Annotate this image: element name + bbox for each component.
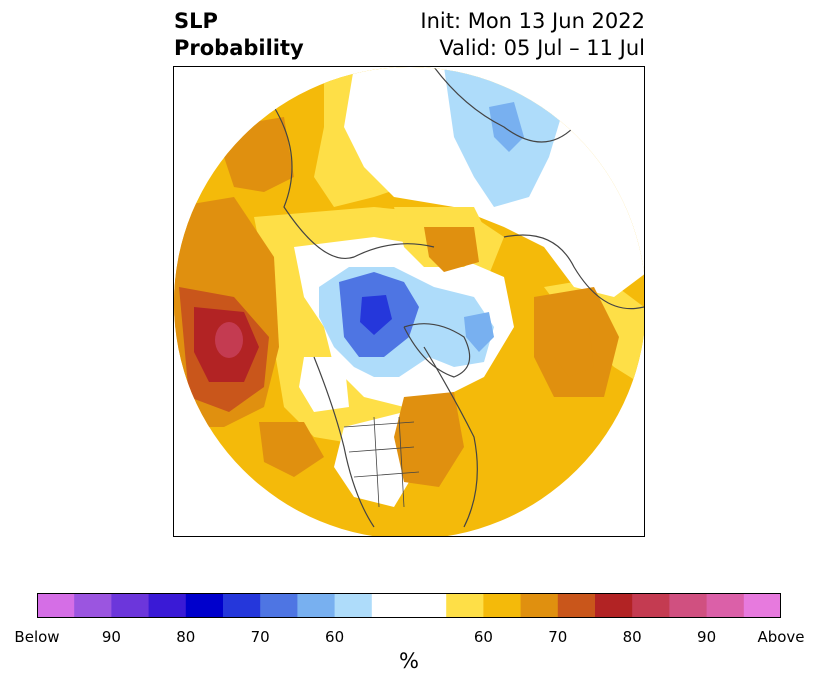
colorbar-swatch — [185, 593, 224, 618]
colorbar-swatch — [111, 593, 150, 618]
colorbar-swatch — [632, 593, 670, 618]
colorbar-swatch — [595, 593, 633, 618]
colorbar-swatch — [74, 593, 112, 618]
colorbar-tick-label: 60 — [325, 628, 345, 646]
coastline-north — [273, 106, 435, 259]
coastline-europe — [503, 234, 644, 310]
coastline-west-america — [313, 356, 375, 528]
above-field-us-east — [394, 392, 464, 487]
chart-title-right: Init: Mon 13 Jun 2022 Valid: 05 Jul – 11… — [420, 8, 645, 62]
above-field-atlantic-core — [554, 327, 594, 377]
colorbar-swatch — [297, 593, 336, 618]
below-field-arctic-core — [360, 295, 392, 335]
below-field-siberia-core — [489, 102, 524, 152]
anomaly-field-orange-europe — [424, 227, 479, 272]
init-date: Init: Mon 13 Jun 2022 — [420, 9, 645, 33]
colorbar-swatch — [409, 593, 447, 618]
colorbar-swatch — [446, 593, 484, 618]
title-type: Probability — [174, 36, 304, 60]
colorbar-tick-label: 70 — [548, 628, 568, 646]
above-field-pacific-core — [215, 322, 243, 358]
colorbar-swatch — [148, 593, 187, 618]
coastline-greenland — [403, 323, 471, 378]
colorbar-swatch — [260, 593, 298, 618]
colorbar-tick-label: 90 — [697, 628, 717, 646]
colorbar-tick-label: 70 — [250, 628, 270, 646]
state-borders — [343, 416, 420, 508]
colorbar-tick-label: Below — [14, 628, 60, 646]
colorbar — [37, 593, 782, 618]
valid-range: Valid: 05 Jul – 11 Jul — [439, 36, 645, 60]
colorbar-tick-label: 90 — [101, 628, 121, 646]
below-field-greenland — [464, 312, 494, 352]
colorbar-swatch — [706, 593, 745, 618]
colorbar-tick-label: 80 — [622, 628, 642, 646]
title-variable: SLP — [174, 9, 218, 33]
colorbar-unit: % — [399, 649, 419, 673]
colorbar-border — [37, 593, 781, 618]
colorbar-swatch — [557, 593, 596, 618]
colorbar-tick-label: 60 — [473, 628, 493, 646]
polar-map — [174, 67, 644, 536]
colorbar-swatch — [669, 593, 708, 618]
colorbar-swatch — [520, 593, 559, 618]
colorbar-swatch — [334, 593, 373, 618]
chart-title-left: SLP Probability — [174, 8, 304, 62]
above-field-aleutian — [224, 117, 294, 192]
map-panel — [173, 66, 645, 537]
coastline-east-america — [423, 346, 478, 528]
colorbar-swatch — [37, 593, 75, 618]
colorbar-swatch — [743, 593, 782, 618]
colorbar-swatch — [371, 593, 410, 618]
colorbar-swatch — [223, 593, 261, 618]
colorbar-swatches — [37, 593, 782, 618]
colorbar-tick-label: 80 — [176, 628, 196, 646]
colorbar-tick-label: Above — [757, 628, 805, 646]
above-field-mexico — [259, 422, 324, 477]
colorbar-swatch — [483, 593, 522, 618]
